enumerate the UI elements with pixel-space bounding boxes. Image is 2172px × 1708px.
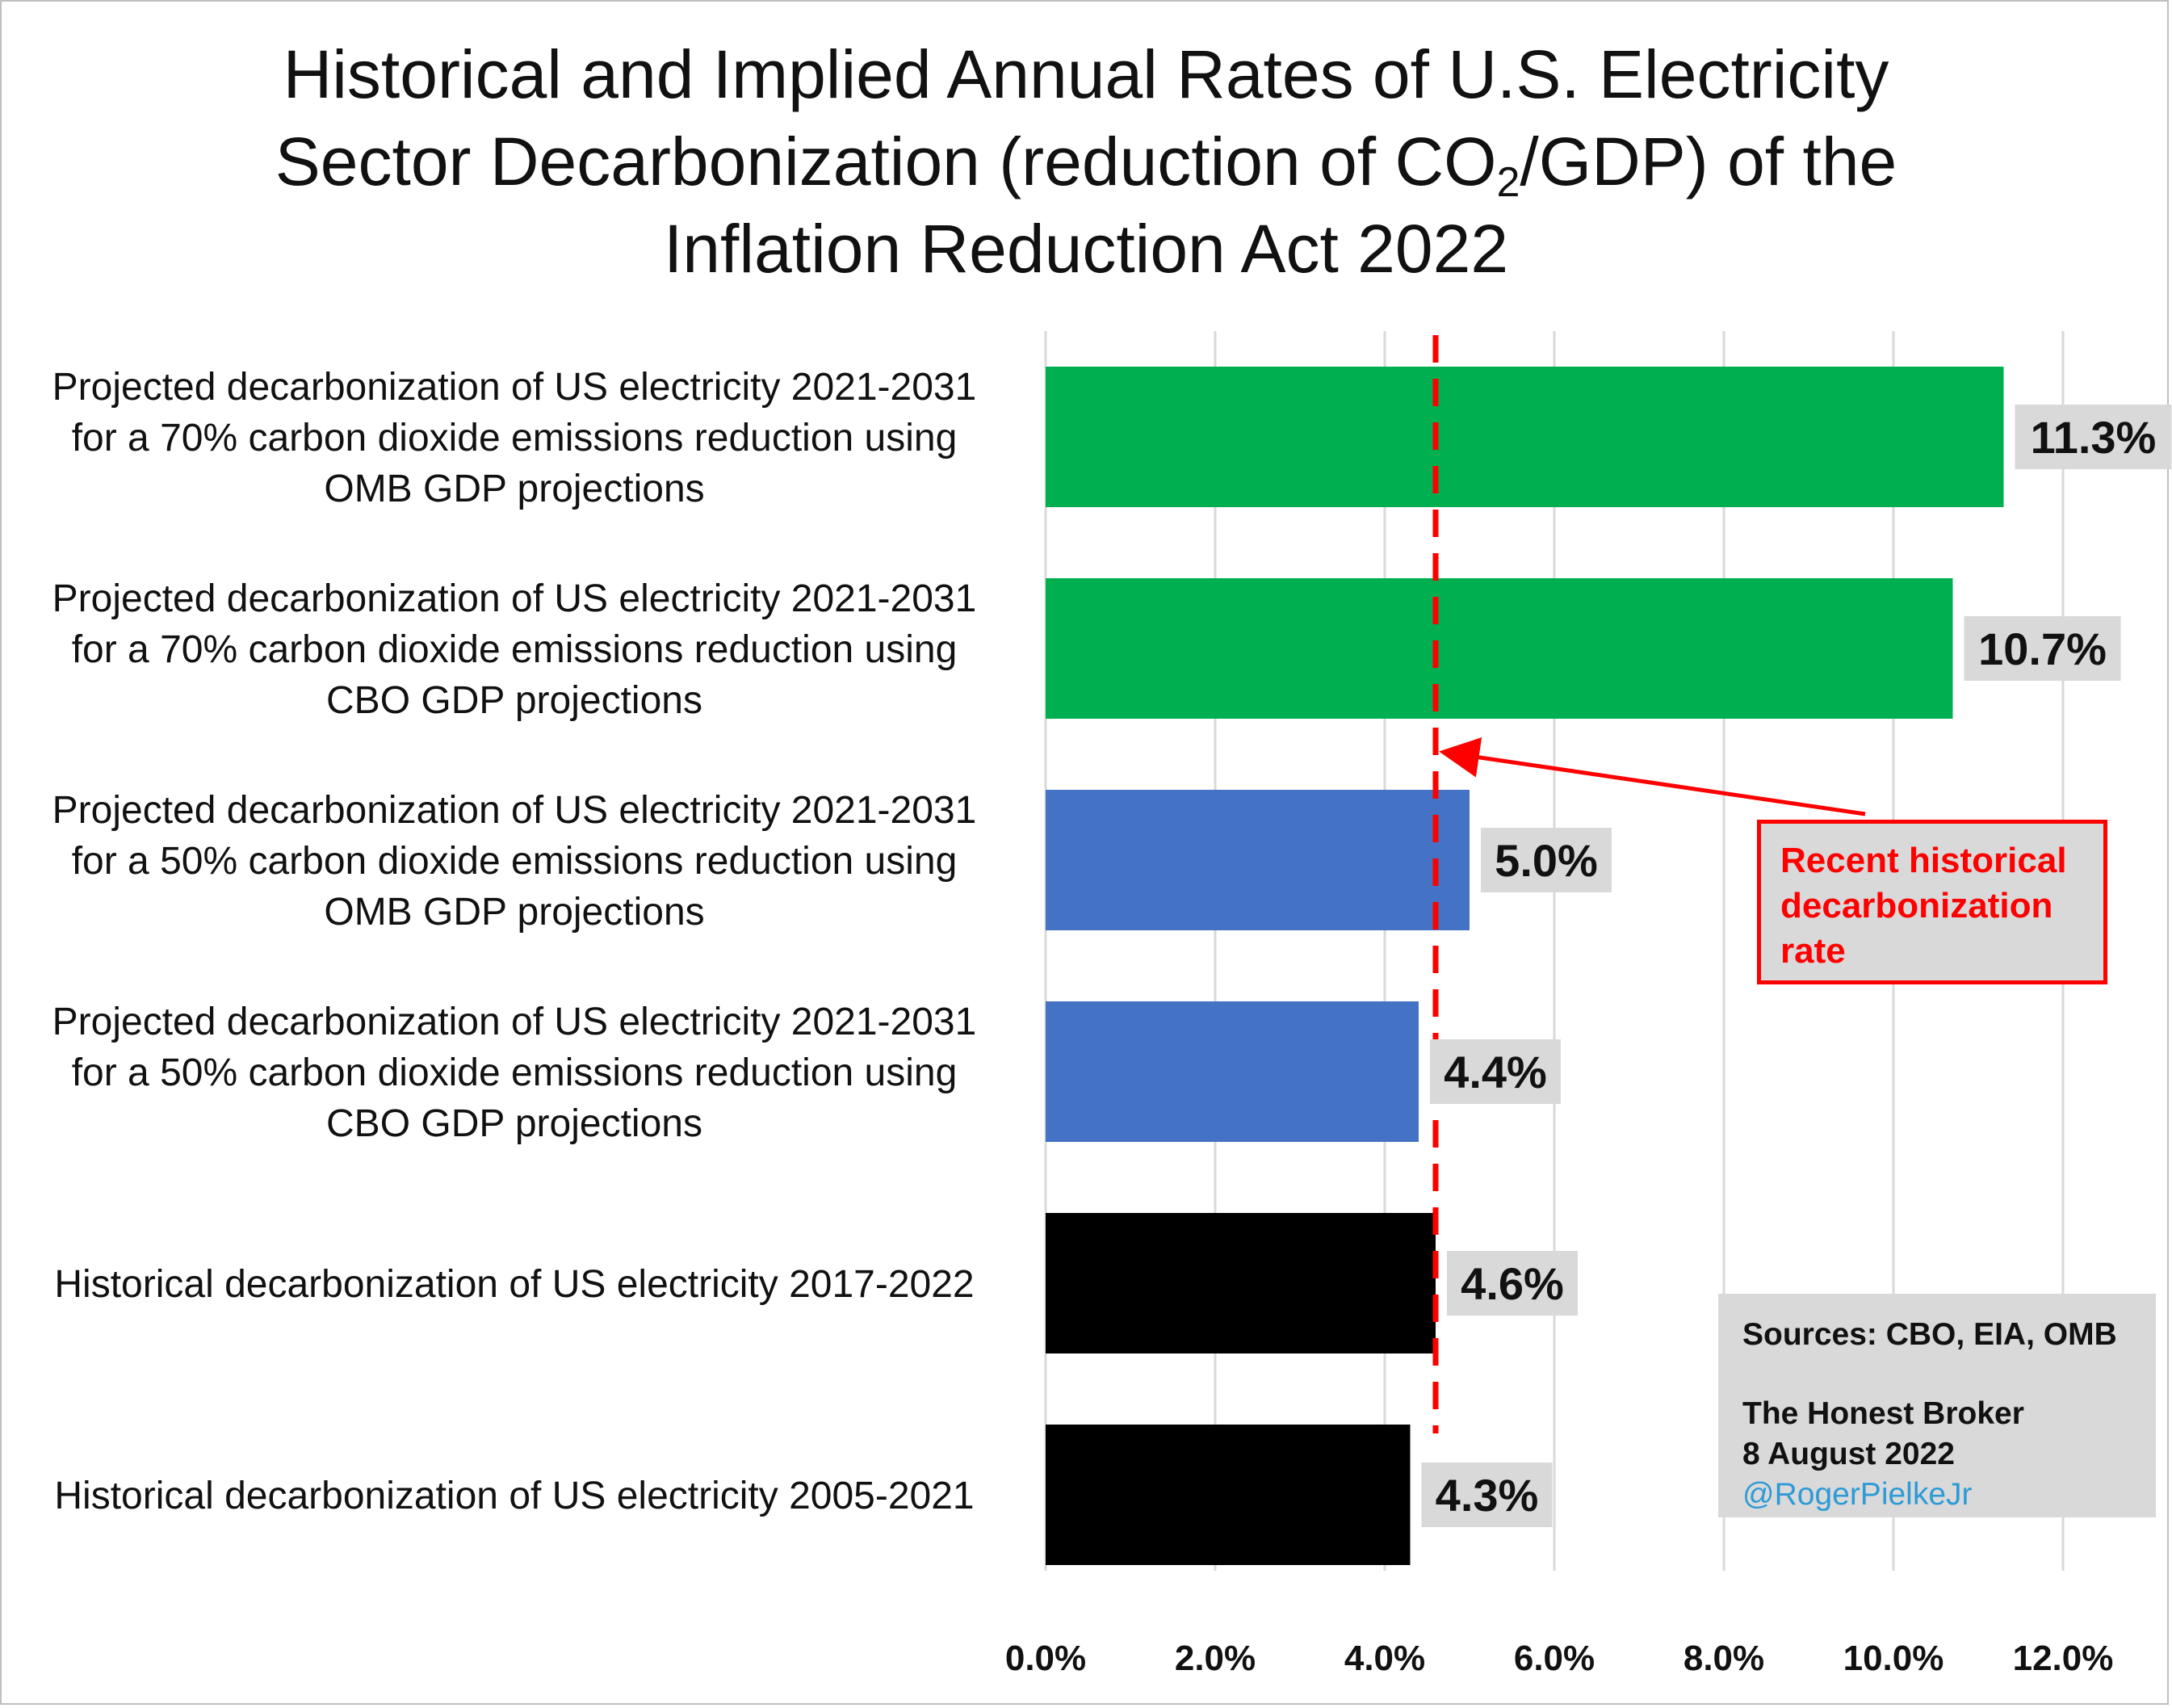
bar	[1046, 1213, 1436, 1353]
chart-title: Historical and Implied Annual Rates of U…	[0, 31, 2172, 292]
labels-layer: 11.3% Projected decarbonization of US ele…	[52, 366, 2172, 1527]
publisher-text: The Honest Broker	[1742, 1396, 2024, 1431]
title-line-2-post: /GDP) of the	[1520, 124, 1897, 199]
bar	[1046, 790, 1470, 930]
bar	[1046, 367, 2004, 507]
category-label-line: for a 70% carbon dioxide emissions reduc…	[72, 628, 958, 671]
category-label: Historical decarbonization of US electri…	[54, 1475, 974, 1517]
category-label-line: for a 70% carbon dioxide emissions reduc…	[72, 417, 958, 460]
category-label-line: Historical decarbonization of US electri…	[54, 1475, 974, 1517]
value-label-bg	[1421, 1463, 1553, 1527]
annotation-line-2: decarbonization	[1780, 886, 2053, 925]
x-tick-label: 8.0%	[1684, 1639, 1764, 1678]
category-label-line: for a 50% carbon dioxide emissions reduc…	[72, 840, 958, 883]
value-label-bg	[1430, 1039, 1561, 1104]
date-text: 8 August 2022	[1742, 1437, 1955, 1471]
x-tick-label: 6.0%	[1514, 1639, 1595, 1678]
twitter-handle[interactable]: @RogerPielkeJr	[1742, 1477, 1973, 1512]
value-label: 5.0%	[1495, 835, 1598, 886]
bar	[1046, 1001, 1419, 1142]
category-label-line: for a 50% carbon dioxide emissions reduc…	[72, 1051, 958, 1094]
category-label: Projected decarbonization of US electric…	[52, 789, 977, 934]
value-label-group: 4.3%	[1421, 1463, 1553, 1527]
bar	[1046, 578, 1953, 719]
value-label: 4.4%	[1444, 1047, 1547, 1097]
value-label-bg	[2015, 405, 2172, 469]
category-label-line: Historical decarbonization of US electri…	[54, 1263, 974, 1306]
x-tick-label: 12.0%	[2013, 1639, 2114, 1678]
reference-layer	[1432, 335, 1866, 1433]
category-label-line: Projected decarbonization of US electric…	[52, 789, 977, 832]
annotation-arrow	[1439, 737, 1866, 816]
sources-text: Sources: CBO, EIA, OMB	[1742, 1317, 2117, 1352]
annotation-line-1: Recent historical	[1780, 841, 2067, 880]
x-tick-label: 10.0%	[1843, 1639, 1944, 1678]
category-label-line: Projected decarbonization of US electric…	[52, 577, 977, 620]
category-label: Projected decarbonization of US electric…	[52, 366, 977, 510]
category-label-line: Projected decarbonization of US electric…	[52, 366, 977, 409]
bars-layer	[1046, 367, 2004, 1565]
x-tick-label: 4.0%	[1344, 1639, 1425, 1678]
value-label-group: 5.0%	[1481, 828, 1612, 892]
annotation-callout: Recent historical decarbonization rate	[1757, 820, 2107, 984]
category-label: Projected decarbonization of US electric…	[52, 1001, 977, 1145]
x-tick-label: 0.0%	[1005, 1639, 1086, 1678]
sources-box: Sources: CBO, EIA, OMB The Honest Broker…	[1718, 1294, 2156, 1517]
title-line-1: Historical and Implied Annual Rates of U…	[283, 36, 1889, 112]
value-label-group: 4.4%	[1430, 1039, 1561, 1104]
value-label-group: 10.7%	[1964, 616, 2121, 681]
category-label-line: CBO GDP projections	[326, 679, 702, 722]
value-label-group: 11.3%	[2015, 405, 2172, 469]
category-label-line: OMB GDP projections	[324, 468, 704, 510]
value-label-bg	[1964, 616, 2121, 681]
annotation-line-3: rate	[1780, 931, 1846, 971]
title-line-2-pre: Sector Decarbonization (reduction of CO	[275, 124, 1497, 199]
title-line-3: Inflation Reduction Act 2022	[663, 211, 1509, 287]
category-label-line: Projected decarbonization of US electric…	[52, 1001, 977, 1043]
title-line-2: Sector Decarbonization (reduction of CO2…	[0, 118, 2172, 205]
x-tick-label: 2.0%	[1175, 1639, 1256, 1678]
value-label-bg	[1481, 828, 1612, 892]
category-label: Projected decarbonization of US electric…	[52, 577, 977, 722]
value-label: 4.3%	[1436, 1470, 1539, 1521]
category-label: Historical decarbonization of US electri…	[54, 1263, 974, 1306]
title-subscript: 2	[1496, 159, 1520, 206]
value-label-group: 4.6%	[1447, 1251, 1578, 1316]
bar	[1046, 1425, 1411, 1565]
category-label-line: CBO GDP projections	[326, 1102, 702, 1145]
category-label-line: OMB GDP projections	[324, 891, 704, 934]
ticks-layer: 0.0% 2.0% 4.0% 6.0% 8.0% 10.0% 12.0%	[1005, 1639, 2114, 1678]
value-label: 10.7%	[1978, 623, 2107, 674]
value-label: 11.3%	[2031, 412, 2157, 463]
value-label-bg	[1447, 1251, 1578, 1316]
value-label: 4.6%	[1461, 1258, 1564, 1309]
